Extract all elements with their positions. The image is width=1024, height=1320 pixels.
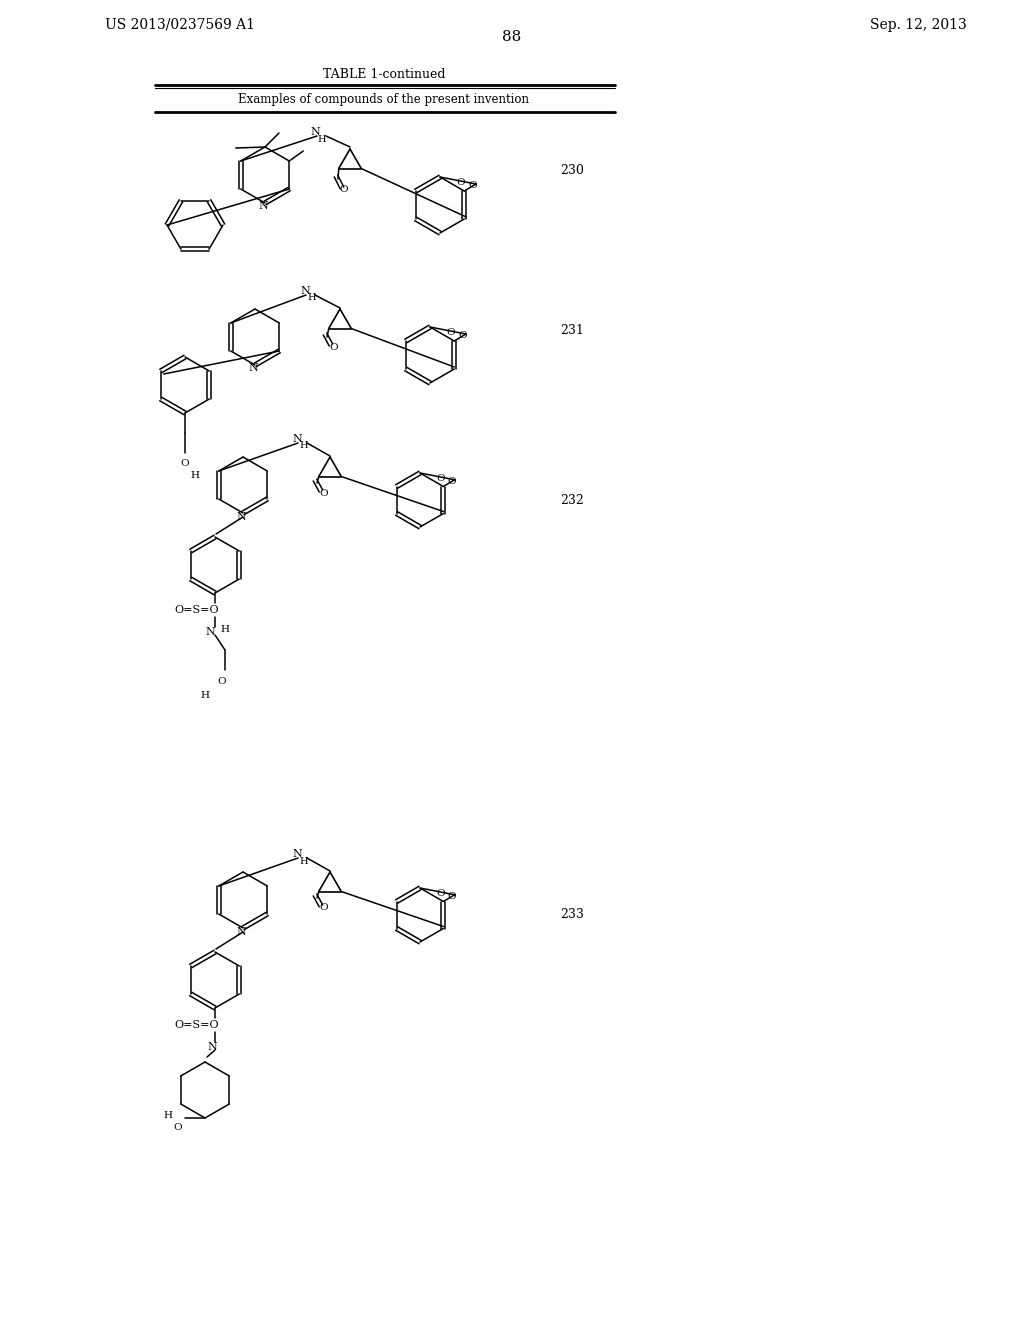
Text: O: O (446, 327, 456, 337)
Text: O: O (319, 903, 329, 912)
Text: N: N (237, 512, 246, 521)
Text: 233: 233 (560, 908, 584, 921)
Text: H: H (307, 293, 316, 302)
Text: N: N (292, 434, 302, 444)
Text: O: O (319, 488, 329, 498)
Text: TABLE 1-continued: TABLE 1-continued (323, 69, 445, 82)
Text: H: H (201, 690, 210, 700)
Text: O=S=O: O=S=O (175, 605, 219, 615)
Text: O: O (457, 178, 465, 187)
Text: H: H (300, 857, 308, 866)
Text: 88: 88 (503, 30, 521, 44)
Text: O=S=O: O=S=O (175, 1020, 219, 1030)
Text: N: N (205, 627, 215, 638)
Text: H: H (164, 1111, 172, 1121)
Text: Examples of compounds of the present invention: Examples of compounds of the present inv… (239, 94, 529, 107)
Text: H: H (317, 135, 327, 144)
Text: H: H (220, 626, 229, 635)
Text: O: O (459, 331, 467, 341)
Text: O: O (436, 888, 444, 898)
Text: 232: 232 (560, 494, 584, 507)
Text: N: N (258, 201, 268, 211)
Text: O: O (340, 185, 348, 194)
Text: O: O (218, 677, 226, 686)
Text: 230: 230 (560, 164, 584, 177)
Text: O: O (469, 181, 477, 190)
Text: N: N (300, 286, 310, 296)
Text: N: N (310, 127, 319, 137)
Text: N: N (292, 849, 302, 859)
Text: 231: 231 (560, 323, 584, 337)
Text: Sep. 12, 2013: Sep. 12, 2013 (870, 18, 967, 32)
Text: O: O (330, 342, 338, 351)
Text: N: N (207, 1041, 217, 1052)
Text: N: N (237, 927, 246, 937)
Text: O: O (447, 477, 457, 486)
Text: N: N (248, 363, 258, 374)
Text: H: H (190, 470, 200, 479)
Text: O: O (447, 891, 457, 900)
Text: O: O (174, 1123, 182, 1133)
Text: H: H (300, 441, 308, 450)
Text: O: O (180, 458, 189, 467)
Text: US 2013/0237569 A1: US 2013/0237569 A1 (105, 18, 255, 32)
Text: O: O (436, 474, 444, 483)
